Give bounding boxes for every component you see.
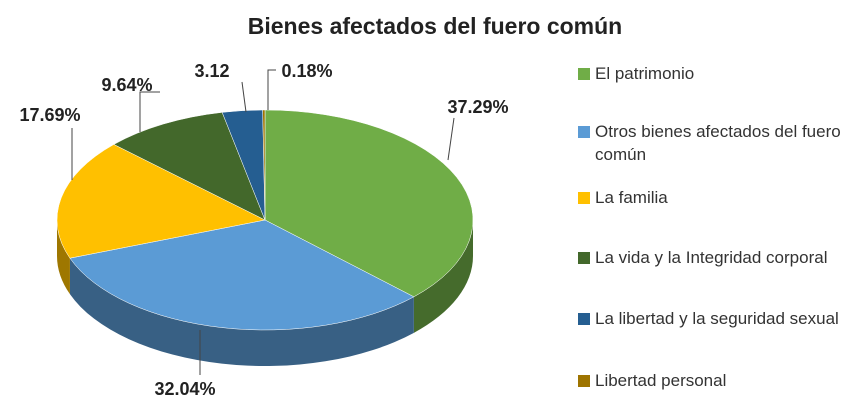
leader-line [241, 81, 247, 113]
data-label: 37.29% [447, 97, 508, 117]
legend-label: Otros bienes afectados del fuero común [595, 122, 841, 164]
legend-swatch [578, 126, 590, 138]
legend-label: El patrimonio [595, 64, 695, 83]
legend-swatch [578, 375, 590, 387]
chart-title: Bienes afectados del fuero común [248, 13, 622, 39]
legend-swatch [578, 68, 590, 80]
legend-item: El patrimonio [578, 62, 853, 85]
leader-line [267, 69, 276, 110]
leader-line [447, 117, 455, 161]
slice-side [57, 220, 70, 295]
legend-item: La libertad y la seguridad sexual [578, 307, 853, 330]
slice [69, 219, 415, 331]
legend-swatch [578, 313, 590, 325]
legend-label: La familia [595, 188, 668, 207]
legend-item: La familia [578, 186, 853, 209]
legend-label: La libertad y la seguridad sexual [595, 309, 839, 328]
legend-item: Otros bienes afectados del fuero común [578, 120, 853, 166]
slice [262, 109, 266, 221]
slice-side [413, 220, 473, 333]
legend-label: La vida y la Integridad corporal [595, 248, 828, 267]
slice [56, 144, 266, 259]
data-label: 17.69% [19, 105, 80, 125]
data-label: 0.18% [281, 61, 332, 81]
data-label: 9.64% [101, 75, 152, 95]
legend-item: La vida y la Integridad corporal [578, 246, 853, 269]
slice [113, 112, 266, 221]
legend-swatch [578, 192, 590, 204]
slice-side [69, 258, 414, 366]
legend-swatch [578, 252, 590, 264]
slice [264, 109, 474, 298]
data-label: 3.12 [194, 61, 229, 81]
legend-label: Libertad personal [595, 371, 727, 390]
data-label: 32.04% [154, 379, 215, 399]
legend-item: Libertad personal [578, 369, 853, 392]
leader-line [139, 91, 160, 132]
